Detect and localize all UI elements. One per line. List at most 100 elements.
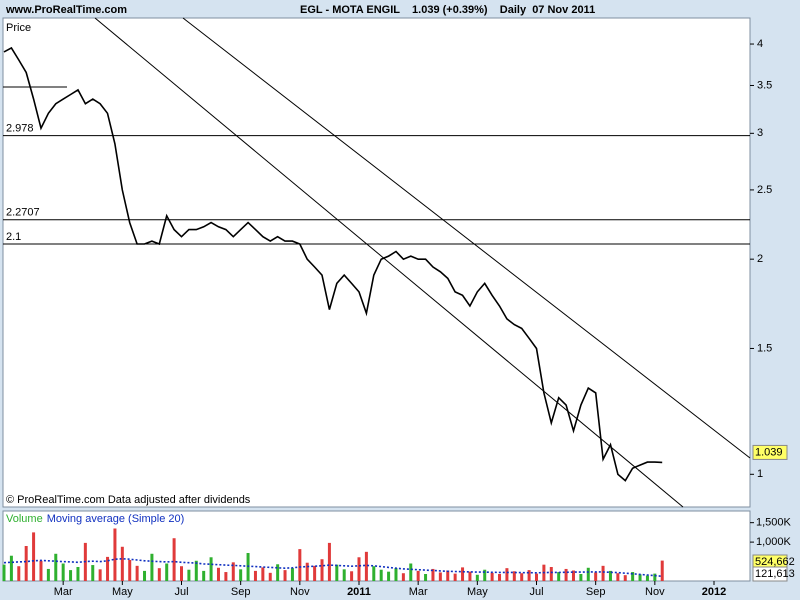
volume-bar: [431, 568, 435, 581]
volume-bar: [76, 567, 80, 581]
volume-bar: [120, 546, 124, 581]
volume-bar: [608, 570, 612, 581]
volume-bar: [512, 571, 516, 581]
volume-bar: [475, 574, 479, 581]
level-label: 2.2707: [6, 207, 40, 219]
volume-bar: [54, 553, 58, 581]
volume-bar: [290, 568, 294, 581]
volume-bar: [261, 567, 265, 581]
volume-bar: [586, 567, 590, 581]
volume-bar: [268, 572, 272, 581]
volume-bar: [372, 566, 376, 581]
volume-bar: [520, 573, 524, 581]
volume-bar: [283, 570, 287, 581]
volume-bar: [549, 567, 553, 581]
volume-bar: [106, 556, 110, 581]
volume-bar: [357, 557, 361, 581]
volume-bar: [9, 555, 13, 581]
volume-bar: [483, 569, 487, 581]
volume-bar: [438, 572, 442, 581]
legend: Volume Moving average (Simple 20): [6, 513, 184, 525]
volume-bar: [231, 562, 235, 581]
volume-bar: [91, 565, 95, 581]
volume-bar: [209, 557, 213, 581]
volume-bar: [379, 569, 383, 581]
volume-bar: [143, 570, 147, 581]
value-label: 1.039: [755, 446, 783, 458]
x-tick-label: Jul: [529, 586, 543, 598]
volume-bar: [594, 572, 598, 581]
volume-bar: [172, 538, 176, 581]
volume-bar: [564, 568, 568, 581]
y-tick-label: 1: [757, 468, 763, 480]
volume-bar: [157, 568, 161, 581]
volume-bar: [394, 568, 398, 581]
volume-bar: [468, 571, 472, 581]
source: www.ProRealTime.com: [5, 4, 127, 16]
volume-bar: [180, 566, 183, 581]
volume-bar: [24, 546, 28, 581]
x-tick-label: May: [467, 586, 488, 598]
y-tick-label: 1,500K: [756, 517, 792, 529]
volume-bar: [645, 575, 649, 581]
volume-bar: [298, 549, 302, 581]
x-tick-label: May: [112, 586, 133, 598]
volume-bar: [527, 570, 531, 581]
volume-bar: [660, 560, 664, 581]
volume-bar: [69, 570, 73, 581]
volume-bar: [128, 560, 132, 581]
volume-bar: [253, 570, 257, 581]
x-tick-label: Mar: [54, 586, 73, 598]
y-tick-label: 2.5: [757, 184, 772, 196]
x-tick-label: Nov: [645, 586, 665, 598]
x-tick-label: 2012: [702, 586, 726, 598]
volume-bar: [342, 569, 346, 581]
x-tick-label: Jul: [174, 586, 188, 598]
volume-bar: [202, 570, 206, 581]
trend-line: [94, 17, 684, 508]
y-axis-label: Price: [6, 22, 31, 34]
volume-bar: [194, 560, 198, 581]
y-tick-label: 3: [757, 127, 763, 139]
volume-bar: [187, 569, 191, 581]
volume-bar: [505, 568, 509, 581]
volume-bar: [490, 572, 494, 581]
x-tick-label: Mar: [409, 586, 428, 598]
volume-bar: [571, 570, 575, 581]
volume-bar: [46, 568, 50, 581]
volume-panel: [2, 510, 751, 582]
price-line: [3, 46, 663, 482]
volume-bar: [17, 566, 21, 581]
chart-title: EGL - MOTA ENGIL 1.039 (+0.39%) Daily 07…: [300, 4, 595, 16]
value-label: 524,662: [755, 556, 795, 568]
volume-bar: [2, 564, 6, 581]
volume-bar: [246, 553, 250, 581]
volume-bar: [557, 572, 561, 581]
volume-bar: [416, 570, 420, 581]
volume-bar: [387, 571, 391, 581]
volume-bar: [135, 565, 139, 581]
y-tick-label: 3.5: [757, 79, 772, 91]
volume-bar: [350, 571, 354, 581]
footnote: © ProRealTime.com Data adjusted after di…: [6, 494, 251, 506]
volume-bar: [364, 551, 368, 581]
volume-bar: [216, 567, 220, 581]
volume-bar: [276, 564, 280, 581]
volume-bar: [498, 574, 502, 581]
x-tick-label: Sep: [231, 586, 251, 598]
volume-bar: [461, 567, 465, 581]
volume-bar: [446, 570, 450, 581]
trend-line: [182, 17, 751, 459]
volume-bar: [453, 573, 457, 581]
volume-bar: [305, 562, 309, 581]
volume-bar: [61, 563, 65, 581]
volume-bar: [320, 559, 324, 581]
volume-bar: [32, 532, 36, 581]
legend-entry: Volume: [6, 513, 43, 525]
moving-average-line: [3, 557, 663, 578]
value-label: 121,613: [755, 568, 795, 580]
price-panel: [2, 17, 751, 508]
x-tick-label: Sep: [586, 586, 606, 598]
